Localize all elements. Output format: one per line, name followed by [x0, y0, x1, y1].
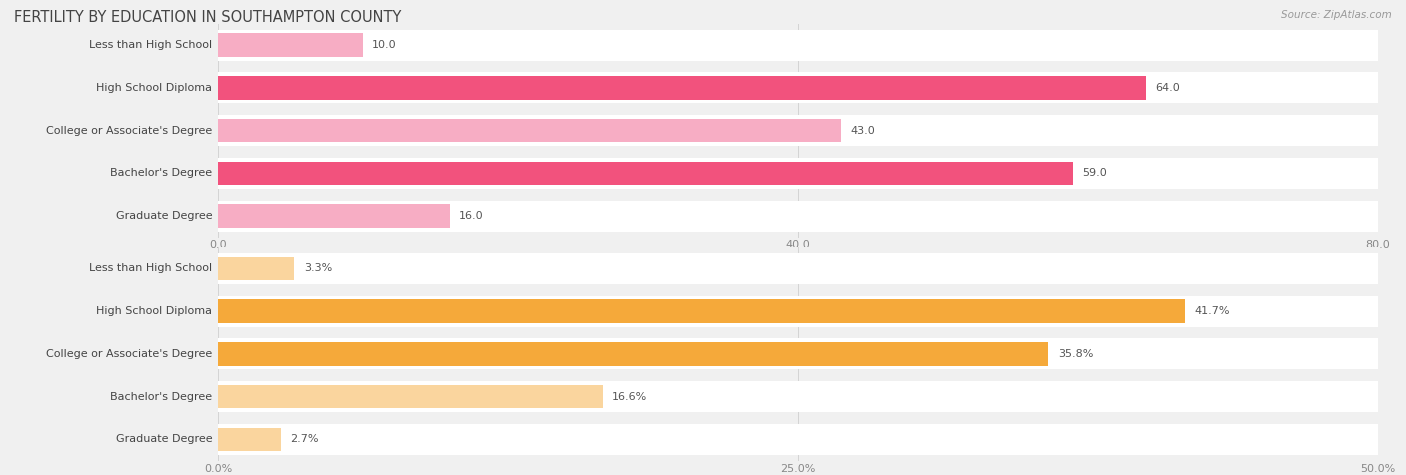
- Text: College or Associate's Degree: College or Associate's Degree: [46, 349, 212, 359]
- Bar: [218, 162, 1073, 185]
- Bar: [218, 204, 450, 228]
- Text: High School Diploma: High School Diploma: [97, 83, 212, 93]
- Bar: [218, 158, 1378, 189]
- Bar: [218, 428, 281, 451]
- Text: Bachelor's Degree: Bachelor's Degree: [110, 391, 212, 402]
- Bar: [218, 119, 841, 142]
- Text: Less than High School: Less than High School: [89, 40, 212, 50]
- Bar: [218, 296, 1378, 326]
- Bar: [218, 385, 603, 408]
- Bar: [218, 342, 1049, 366]
- Text: Source: ZipAtlas.com: Source: ZipAtlas.com: [1281, 10, 1392, 19]
- Text: 10.0: 10.0: [373, 40, 396, 50]
- Text: College or Associate's Degree: College or Associate's Degree: [46, 125, 212, 136]
- Text: Bachelor's Degree: Bachelor's Degree: [110, 168, 212, 179]
- Bar: [218, 76, 1146, 100]
- Text: 43.0: 43.0: [851, 125, 876, 136]
- Text: 16.6%: 16.6%: [613, 391, 648, 402]
- Text: 2.7%: 2.7%: [290, 434, 318, 445]
- Text: 64.0: 64.0: [1156, 83, 1180, 93]
- Bar: [218, 33, 363, 57]
- Bar: [218, 299, 1185, 323]
- Bar: [218, 256, 294, 280]
- Text: FERTILITY BY EDUCATION IN SOUTHAMPTON COUNTY: FERTILITY BY EDUCATION IN SOUTHAMPTON CO…: [14, 10, 402, 25]
- Bar: [218, 424, 1378, 455]
- Bar: [218, 339, 1378, 369]
- Text: 59.0: 59.0: [1083, 168, 1108, 179]
- Text: Graduate Degree: Graduate Degree: [115, 211, 212, 221]
- Bar: [218, 253, 1378, 284]
- Bar: [218, 73, 1378, 103]
- Text: 41.7%: 41.7%: [1195, 306, 1230, 316]
- Text: High School Diploma: High School Diploma: [97, 306, 212, 316]
- Bar: [218, 201, 1378, 231]
- Bar: [218, 30, 1378, 60]
- Text: 3.3%: 3.3%: [304, 263, 332, 274]
- Text: 16.0: 16.0: [460, 211, 484, 221]
- Bar: [218, 381, 1378, 412]
- Text: 35.8%: 35.8%: [1057, 349, 1092, 359]
- Bar: [218, 115, 1378, 146]
- Text: Graduate Degree: Graduate Degree: [115, 434, 212, 445]
- Text: Less than High School: Less than High School: [89, 263, 212, 274]
